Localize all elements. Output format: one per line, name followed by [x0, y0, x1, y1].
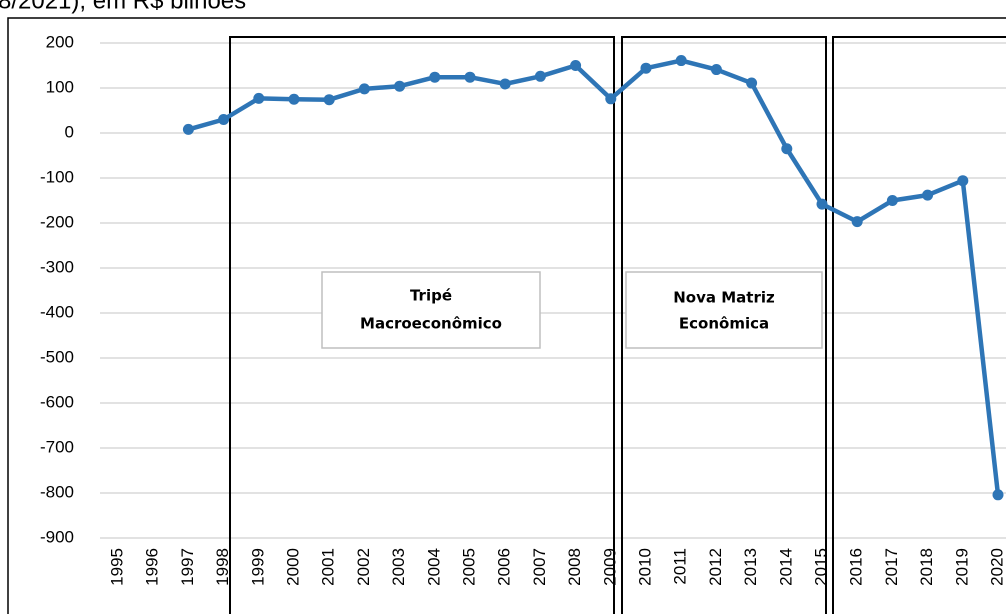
x-tick-label: 2006 — [495, 548, 514, 586]
x-tick-label: 1997 — [178, 548, 197, 586]
y-tick-label: -600 — [40, 392, 74, 411]
annotation: Nova Matriz — [673, 289, 775, 307]
x-tick-label: 2020 — [987, 548, 1006, 586]
data-point — [992, 489, 1004, 501]
annotation-box — [321, 271, 541, 349]
x-tick-label: 2009 — [600, 548, 619, 586]
data-point — [218, 114, 230, 125]
data-point — [358, 83, 370, 95]
data-point — [710, 64, 722, 76]
data-point — [640, 62, 652, 74]
data-point — [253, 92, 265, 104]
y-tick-label: -100 — [40, 167, 74, 186]
data-point — [534, 70, 546, 82]
data-point — [886, 195, 898, 206]
data-point — [323, 94, 335, 106]
x-tick-label: 2000 — [283, 548, 302, 586]
x-tick-label: 2017 — [882, 548, 901, 586]
annotation: Macroeconômico — [360, 315, 502, 333]
x-tick-label: 2005 — [459, 548, 478, 586]
data-point — [922, 189, 934, 201]
data-point — [429, 71, 441, 83]
y-tick-label: 200 — [46, 32, 74, 51]
annotation: Econômica — [679, 315, 769, 333]
data-point — [816, 198, 828, 210]
y-tick-label: -200 — [40, 212, 74, 231]
x-tick-label: 1999 — [248, 548, 267, 586]
data-point — [957, 175, 969, 187]
y-tick-label: -700 — [40, 437, 74, 456]
x-tick-label: 2013 — [741, 548, 760, 586]
x-tick-label: 2015 — [811, 548, 830, 586]
data-point — [570, 60, 582, 71]
x-tick-label: 2010 — [635, 548, 654, 586]
data-point — [288, 93, 300, 105]
x-tick-label: 2003 — [389, 548, 408, 586]
y-tick-label: -900 — [40, 527, 74, 546]
data-point — [394, 80, 406, 92]
y-tick-label: 0 — [65, 122, 74, 141]
period-box — [832, 36, 1006, 614]
period-box — [229, 36, 615, 614]
y-tick-label: -300 — [40, 257, 74, 276]
data-point — [781, 143, 793, 155]
chart-title: 8/2021), em R$ bilhões — [0, 0, 246, 14]
x-tick-label: 1995 — [107, 548, 126, 586]
x-tick-label: 2014 — [776, 548, 795, 586]
x-tick-label: 1996 — [143, 548, 162, 586]
x-tick-label: 1998 — [213, 548, 232, 586]
x-tick-label: 2018 — [917, 548, 936, 586]
x-tick-label: 2011 — [671, 548, 690, 585]
chart-frame — [7, 17, 1006, 614]
x-tick-label: 2008 — [565, 548, 584, 586]
x-tick-label: 2004 — [424, 548, 443, 586]
x-tick-label: 2012 — [706, 548, 725, 586]
data-point — [464, 71, 476, 83]
y-tick-label: -500 — [40, 347, 74, 366]
x-tick-label: 2019 — [952, 548, 971, 586]
data-point — [746, 77, 758, 89]
data-point — [675, 55, 687, 67]
series-line — [187, 58, 1001, 496]
x-tick-label: 2002 — [354, 548, 373, 586]
data-point — [605, 93, 617, 105]
x-tick-label: 2001 — [319, 548, 338, 586]
annotation-box — [625, 271, 823, 349]
data-point — [851, 216, 863, 228]
data-point — [499, 78, 511, 90]
y-tick-label: -400 — [40, 302, 74, 321]
period-box — [621, 36, 827, 614]
y-tick-label: 100 — [46, 77, 74, 96]
x-tick-label: 2016 — [847, 548, 866, 586]
x-tick-label: 2007 — [530, 548, 549, 586]
data-point — [182, 123, 194, 135]
y-tick-label: -800 — [40, 482, 74, 501]
annotation: Tripé — [410, 287, 452, 305]
